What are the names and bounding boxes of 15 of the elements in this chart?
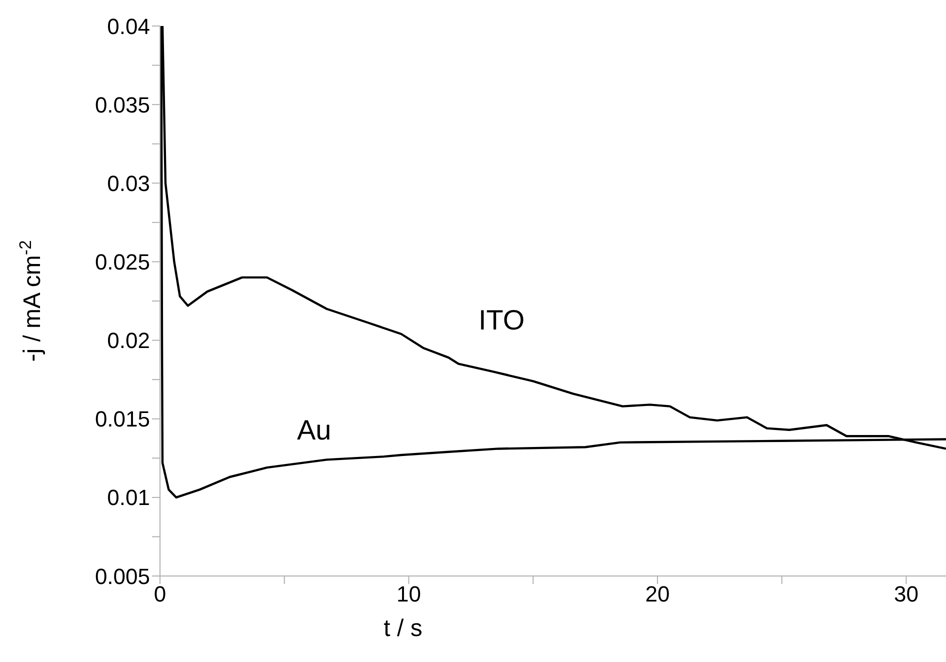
x-tick-label: 0	[154, 582, 166, 607]
y-tick-label: 0.03	[107, 170, 150, 196]
y-tick-label: 0.005	[94, 564, 150, 589]
y-tick-label: 0.02	[107, 328, 150, 354]
y-tick-label: 0.04	[107, 14, 150, 39]
x-tick-label: 30	[894, 582, 918, 607]
x-tick-label: 20	[645, 582, 670, 607]
series-label: Au	[296, 414, 332, 446]
y-tick-label: 0.035	[94, 92, 150, 118]
x-axis-title: t / s	[384, 615, 422, 642]
y-tick-label: 0.025	[94, 250, 150, 275]
x-tick-label: 10	[396, 582, 421, 607]
y-tick-label: 0.01	[107, 485, 150, 510]
series-label: ITO	[478, 304, 525, 336]
y-tick-label: 0.015	[94, 406, 150, 432]
